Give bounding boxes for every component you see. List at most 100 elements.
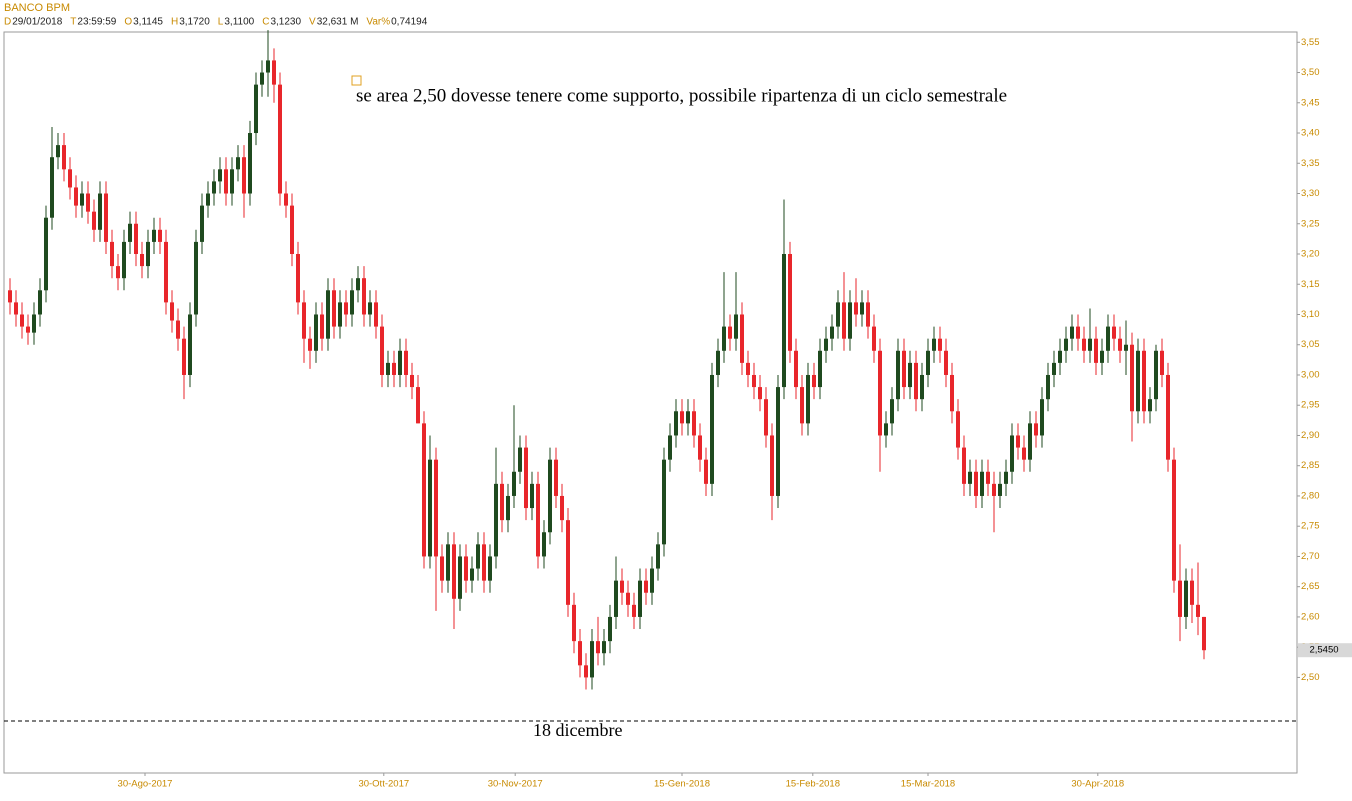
candle-body [728, 326, 732, 339]
candle-body [386, 362, 390, 375]
candle-body [44, 217, 48, 291]
candle-body [884, 423, 888, 436]
candle-body [794, 350, 798, 388]
candle-body [602, 641, 606, 654]
candle-body [1028, 423, 1032, 460]
candle-body [938, 338, 942, 351]
candle-body [200, 205, 204, 242]
candle-body [518, 447, 522, 472]
candle-body [320, 314, 324, 339]
candle-body [374, 302, 378, 327]
candle-body [212, 181, 216, 194]
candle-body [302, 302, 306, 339]
candle-body [482, 544, 486, 581]
candle-body [692, 411, 696, 436]
candle-body [122, 241, 126, 279]
candle-body [542, 532, 546, 557]
candle-body [842, 302, 846, 339]
candle-body [1160, 350, 1164, 375]
candle-body [1118, 338, 1122, 351]
candle-body [1034, 423, 1038, 436]
candle-body [788, 253, 792, 351]
candle-body [1046, 374, 1050, 400]
candle-body [860, 302, 864, 315]
candle-body [356, 278, 360, 291]
field-label: H [171, 17, 178, 28]
y-tick-label: 3,00 [1301, 369, 1320, 380]
candle-body [14, 302, 18, 315]
candle-body [1040, 399, 1044, 436]
instrument-name: BANCO BPM [4, 2, 70, 14]
candle-body [584, 665, 588, 678]
candle-body [986, 471, 990, 484]
candle-body [128, 223, 132, 242]
candle-body [116, 266, 120, 279]
candle-body [980, 471, 984, 496]
candle-body [296, 253, 300, 303]
candle-body [236, 157, 240, 170]
candle-body [1082, 338, 1086, 351]
y-tick-label: 2,85 [1301, 460, 1320, 471]
candle-body [266, 60, 270, 73]
candle-body [1190, 580, 1194, 605]
candle-body [776, 387, 780, 496]
y-tick-label: 2,75 [1301, 521, 1320, 532]
plot: 2,502,552,602,652,702,752,802,852,902,95… [4, 30, 1352, 790]
candle-body [896, 350, 900, 400]
y-tick-label: 3,40 [1301, 128, 1320, 139]
note-marker [351, 75, 362, 86]
candle-body [398, 350, 402, 375]
candle-body [422, 423, 426, 557]
candle-body [1112, 326, 1116, 339]
y-tick-label: 3,10 [1301, 309, 1320, 320]
candle-body [92, 211, 96, 230]
candle-body [308, 338, 312, 351]
candle-body [698, 435, 702, 460]
candle-body [68, 169, 72, 188]
field-label: C [262, 17, 269, 28]
candle-body [86, 193, 90, 212]
candle-body [614, 580, 618, 617]
candle-body [1064, 338, 1068, 351]
candle-body [926, 350, 930, 375]
candle-body [464, 556, 468, 581]
x-tick-label: 30-Apr-2018 [1071, 779, 1124, 790]
candle-body [134, 223, 138, 254]
candle-body [416, 387, 420, 424]
candle-body [332, 290, 336, 327]
candle-body [242, 157, 246, 194]
candle-body [1184, 580, 1188, 617]
candle-body [446, 544, 450, 581]
candle-body [1052, 362, 1056, 375]
candle-body [494, 483, 498, 557]
candle-body [1130, 344, 1134, 412]
candle-body [98, 193, 102, 230]
candle-body [1148, 399, 1152, 412]
candle-body [110, 241, 114, 267]
field-label: L [218, 17, 224, 28]
candle-body [254, 84, 258, 134]
x-tick-label: 30-Nov-2017 [488, 779, 543, 790]
candle-body [674, 411, 678, 436]
candle-body [830, 326, 834, 339]
candle-body [764, 399, 768, 436]
y-tick-label: 2,90 [1301, 430, 1320, 441]
candle-body [992, 483, 996, 496]
candle-body [248, 133, 252, 194]
candle-body [746, 362, 750, 375]
candle-body [1172, 459, 1176, 581]
candle-body [800, 387, 804, 424]
candle-body [380, 326, 384, 375]
candle-body [962, 447, 966, 484]
candle-body [512, 471, 516, 496]
candle-body [530, 483, 534, 509]
x-tick-label: 15-Gen-2018 [654, 779, 710, 790]
candle-body [752, 374, 756, 388]
field-value: 29/01/2018 [12, 17, 62, 28]
candle-body [680, 411, 684, 424]
candle-body [290, 205, 294, 254]
field-label: Var% [366, 17, 390, 28]
y-tick-label: 2,50 [1301, 672, 1320, 683]
y-tick-label: 3,45 [1301, 97, 1320, 108]
candle-body [806, 374, 810, 424]
